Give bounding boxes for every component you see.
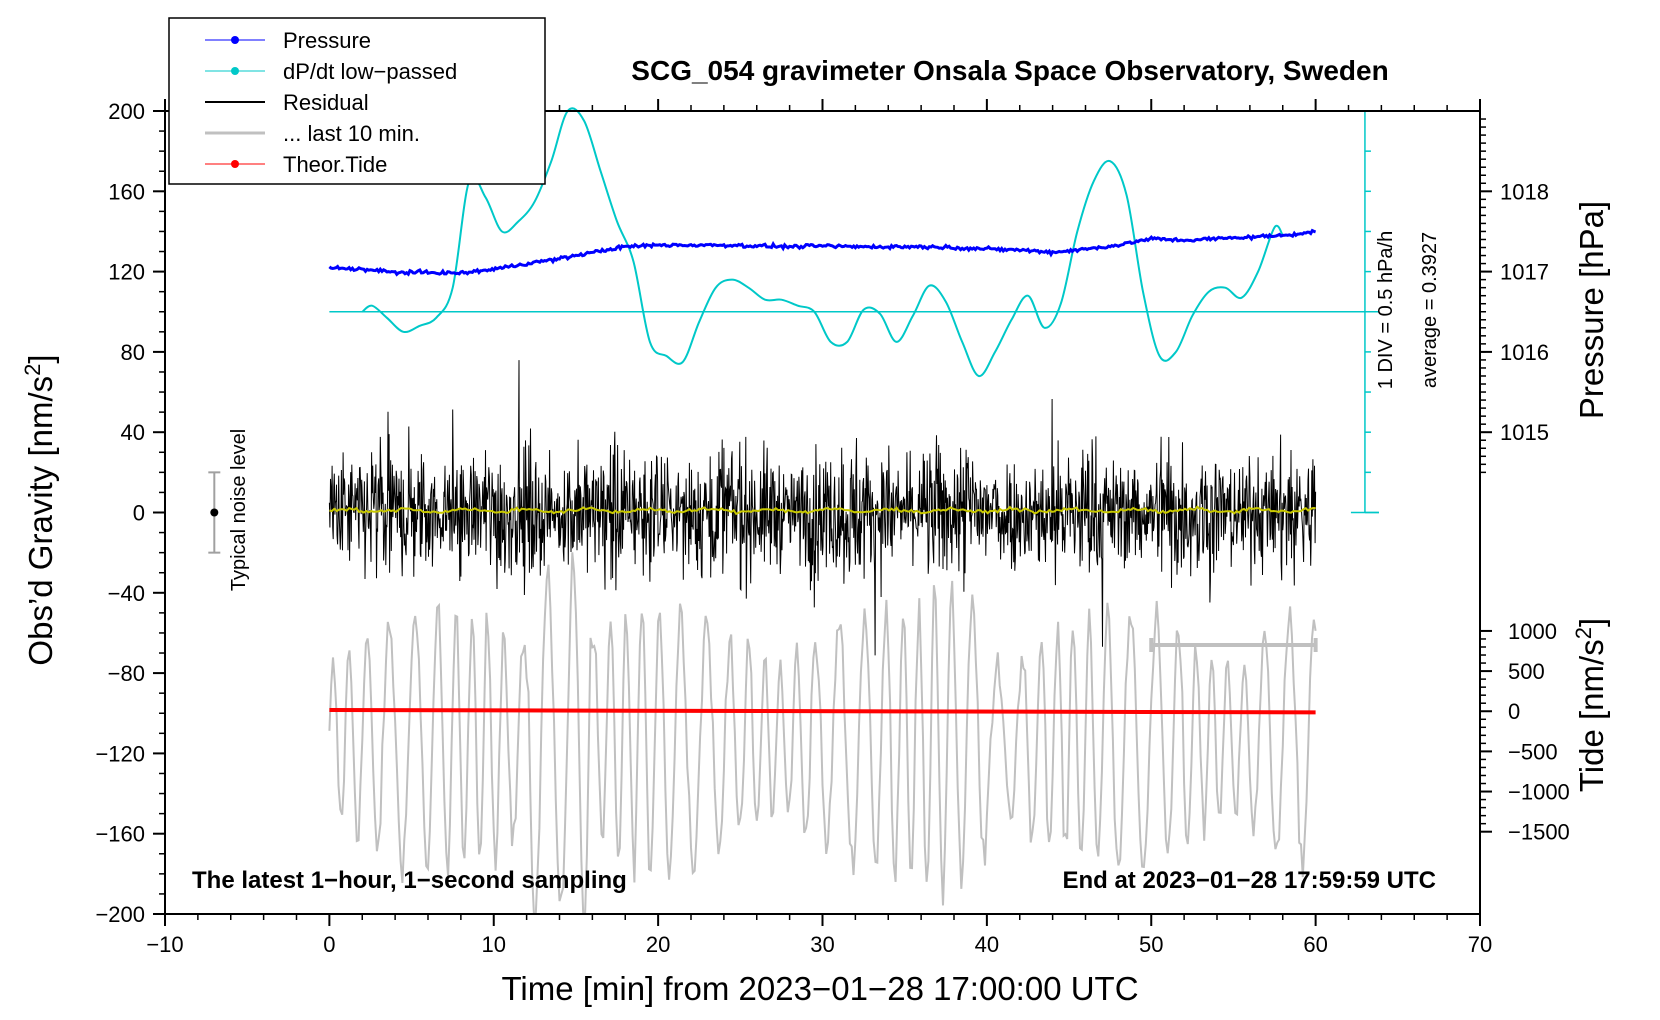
- legend-label: Theor.Tide: [283, 152, 387, 177]
- dpdt-line: [361, 107, 1284, 378]
- axes: −10 0 10 20 30 40 50 60 70 200 160 120 80 40 0 −40 −80 −1…: [95, 99, 1570, 957]
- x-axis-label: Time [min] from 2023−01−28 17:00:00 UTC: [501, 970, 1138, 1007]
- y-axis-label-left: Obs’d Gravity [nm/s2]: [20, 354, 59, 665]
- residual-line: [328, 360, 1317, 656]
- legend-marker: [231, 36, 239, 44]
- noise-level-dot: [210, 508, 219, 517]
- chart-title: SCG_054 gravimeter Onsala Space Observat…: [631, 55, 1388, 86]
- y-tick-label: −120: [95, 741, 145, 766]
- y-axis-label-pressure: Pressure [hPa]: [1573, 201, 1610, 419]
- dpdt-series: [329, 107, 1379, 514]
- x-tick-label: 20: [646, 932, 670, 957]
- noise-level-label: Typical noise level: [228, 429, 250, 591]
- pressure-tick-label: 1017: [1500, 260, 1549, 285]
- y-tick-label: −160: [95, 822, 145, 847]
- legend-label: Residual: [283, 90, 369, 115]
- pressure-tick-label: 1018: [1500, 179, 1549, 204]
- theoretical-tide-series: [329, 708, 1316, 715]
- y-axis-label-tide: Tide [nm/s2]: [1571, 618, 1610, 792]
- legend-label: dP/dt low−passed: [283, 59, 457, 84]
- last-10-min-line: [328, 552, 1317, 915]
- y-tick-label: 120: [108, 260, 145, 285]
- pressure-series: [328, 228, 1317, 277]
- x-tick-label: −10: [146, 932, 183, 957]
- last-10-min-series: [328, 552, 1317, 915]
- y-tick-label: 200: [108, 99, 145, 124]
- y-tick-label: 40: [121, 420, 145, 445]
- x-tick-label: 10: [482, 932, 506, 957]
- pressure-line: [328, 228, 1317, 277]
- y-tick-label: 0: [133, 501, 145, 526]
- y-tick-label: 160: [108, 179, 145, 204]
- legend-marker: [231, 160, 239, 168]
- y-tick-label: −40: [108, 581, 145, 606]
- dpdt-div-label: 1 DIV = 0.5 hPa/h: [1375, 231, 1397, 389]
- x-tick-label: 40: [975, 932, 999, 957]
- annotation-right: End at 2023−01−28 17:59:59 UTC: [1062, 867, 1436, 894]
- tide-tick-label: −1000: [1508, 780, 1570, 805]
- legend-label: ... last 10 min.: [283, 121, 420, 146]
- tide-tick-label: 0: [1508, 699, 1520, 724]
- x-tick-label: 30: [810, 932, 834, 957]
- pressure-tick-label: 1016: [1500, 340, 1549, 365]
- tide-tick-label: −500: [1508, 739, 1558, 764]
- residual-smoothed-series: [329, 505, 1316, 516]
- tide-tick-label: −1500: [1508, 820, 1570, 845]
- pressure-tick-label: 1015: [1500, 420, 1549, 445]
- tide-tick-label: 1000: [1508, 619, 1557, 644]
- x-tick-label: 70: [1468, 932, 1492, 957]
- x-tick-label: 0: [323, 932, 335, 957]
- tide-tick-label: 500: [1508, 659, 1545, 684]
- legend: Pressure dP/dt low−passed Residual ... last…: [168, 17, 546, 185]
- residual-series: [328, 360, 1317, 656]
- labels: SCG_054 gravimeter Onsala Space Observat…: [20, 55, 1610, 1007]
- y-tick-label: −200: [95, 902, 145, 927]
- annotation-left: The latest 1−hour, 1−second sampling: [192, 867, 627, 894]
- x-tick-label: 50: [1139, 932, 1163, 957]
- residual-smoothed-line: [329, 505, 1316, 516]
- legend-label: Pressure: [283, 28, 371, 53]
- tide-line: [329, 708, 1316, 715]
- x-tick-label: 60: [1303, 932, 1327, 957]
- dpdt-average-label: average = 0.3927: [1419, 232, 1441, 388]
- legend-marker: [231, 67, 239, 75]
- y-tick-label: −80: [108, 661, 145, 686]
- y-tick-label: 80: [121, 340, 145, 365]
